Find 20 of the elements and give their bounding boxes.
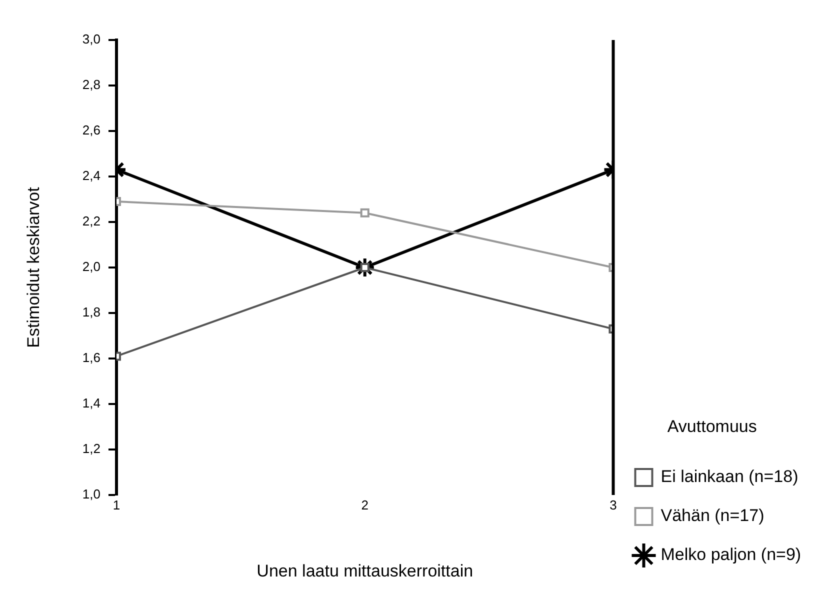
y-tick-label: 1,2 (82, 441, 100, 456)
legend-label: Melko paljon (n=9) (660, 545, 802, 564)
x-tick-label: 1 (112, 497, 120, 512)
y-tick-label: 2,6 (82, 122, 100, 138)
legend-label: Ei lainkaan (n=18) (660, 467, 798, 486)
y-tick-label: 2,2 (82, 214, 100, 229)
legend-title: Avuttomuus (667, 416, 757, 436)
y-tick-label: 2,8 (82, 77, 100, 92)
y-tick-label: 3,0 (82, 32, 100, 47)
legend-label: Vähän (n=17) (660, 506, 764, 526)
x-axis-title: Unen laatu mittauskerroittain (256, 561, 474, 580)
x-tick-label: 2 (361, 497, 368, 512)
y-axis-title: Estimoidut keskiarvot (24, 186, 43, 348)
y-tick-label: 1,8 (82, 304, 100, 320)
y-tick-label: 1,4 (82, 396, 100, 411)
x-tick-label: 3 (610, 497, 617, 512)
y-tick-label: 2,0 (82, 259, 100, 274)
y-tick-label: 2,4 (82, 168, 100, 184)
y-tick-label: 1,0 (82, 486, 100, 502)
y-tick-label: 1,6 (82, 350, 100, 366)
